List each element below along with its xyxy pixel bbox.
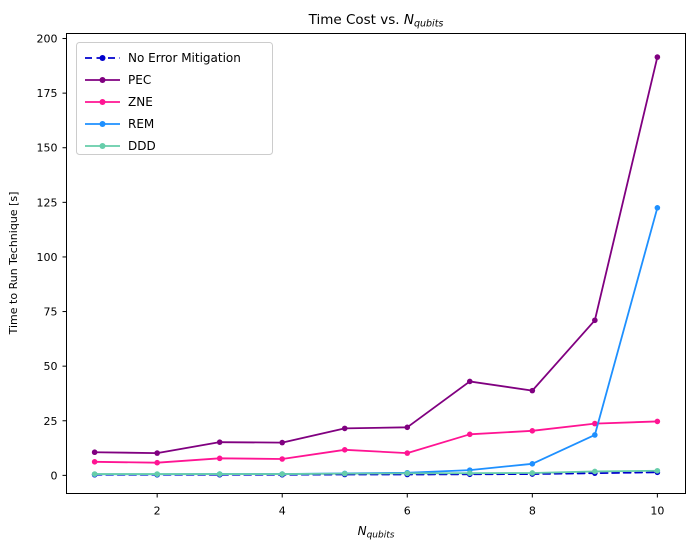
data-point-ddd xyxy=(341,470,348,477)
chart-title-var: N xyxy=(404,12,414,28)
data-point-rem xyxy=(592,432,598,438)
legend-marker-rem xyxy=(99,121,106,127)
series-ddd xyxy=(91,467,661,477)
data-point-ddd xyxy=(529,470,536,476)
legend-item-zne: ZNE xyxy=(85,95,153,109)
data-point-pec xyxy=(91,449,98,456)
y-axis-ticks: 0 25 50 75 100 125 150 175 200 xyxy=(37,33,67,482)
legend-label-no-error-mitigation: No Error Mitigation xyxy=(128,51,241,65)
data-point-pec xyxy=(404,424,411,431)
data-point-ddd xyxy=(404,470,411,477)
data-point-zne xyxy=(404,450,411,456)
data-point-zne xyxy=(341,447,348,453)
x-tick-label: 8 xyxy=(529,505,536,518)
series-pec xyxy=(91,54,661,456)
legend-marker-zne xyxy=(99,99,106,105)
legend-item-ddd: DDD xyxy=(85,139,156,153)
data-point-zne xyxy=(91,459,98,465)
series-line-zne xyxy=(93,420,659,464)
series-lines xyxy=(91,54,661,478)
x-tick-label: 10 xyxy=(650,505,664,518)
y-axis-label: Time to Run Technique [s] xyxy=(7,192,20,336)
data-point-pec xyxy=(216,439,223,445)
data-point-zne xyxy=(529,428,536,434)
legend: No Error Mitigation PEC ZNE REM DDD xyxy=(76,42,273,155)
data-point-ddd xyxy=(279,471,286,477)
legend-label-pec: PEC xyxy=(128,73,151,87)
legend-box xyxy=(76,42,273,155)
series-line-pec xyxy=(93,56,659,454)
chart-title-prefix: Time Cost vs. xyxy=(308,12,404,28)
series-line-ddd xyxy=(93,469,659,475)
legend-marker-ddd xyxy=(99,143,106,149)
data-point-zne xyxy=(466,431,473,438)
y-tick-label: 75 xyxy=(44,306,58,319)
chart-title: Time Cost vs. Nqubits xyxy=(308,12,444,30)
data-point-ddd xyxy=(654,467,661,474)
legend-marker-no-error-mitigation xyxy=(99,55,106,61)
y-tick-label: 0 xyxy=(51,469,58,482)
chart-title-sub: qubits xyxy=(414,19,443,30)
legend-label-zne: ZNE xyxy=(128,95,153,109)
x-axis-label-var: N xyxy=(358,524,367,538)
x-axis-label: Nqubits xyxy=(358,524,395,541)
data-point-zne xyxy=(592,420,598,427)
legend-item-rem: REM xyxy=(85,117,154,131)
data-point-pec xyxy=(654,54,661,60)
data-point-rem xyxy=(529,460,536,467)
x-tick-label: 4 xyxy=(279,505,286,518)
data-point-pec xyxy=(154,450,160,456)
legend-item-pec: PEC xyxy=(85,73,151,87)
data-point-pec xyxy=(466,378,473,385)
data-point-zne xyxy=(654,418,661,425)
x-tick-label: 2 xyxy=(154,505,161,518)
y-tick-label: 175 xyxy=(37,87,58,100)
y-tick-label: 50 xyxy=(44,360,58,373)
legend-item-no-error-mitigation: No Error Mitigation xyxy=(85,51,241,65)
y-tick-label: 125 xyxy=(37,196,58,209)
data-point-zne xyxy=(154,459,160,466)
legend-label-ddd: DDD xyxy=(128,139,156,153)
legend-label-rem: REM xyxy=(128,117,154,131)
data-point-rem xyxy=(654,205,661,211)
x-axis-label-sub: qubits xyxy=(367,531,395,541)
data-point-ddd xyxy=(154,471,160,477)
y-tick-label: 100 xyxy=(37,251,58,264)
data-point-ddd xyxy=(592,468,598,475)
data-point-zne xyxy=(279,456,286,462)
data-point-ddd xyxy=(466,470,473,476)
data-point-pec xyxy=(279,439,286,446)
y-tick-label: 150 xyxy=(37,142,58,155)
data-point-zne xyxy=(216,455,223,462)
data-point-pec xyxy=(341,425,348,432)
x-tick-label: 6 xyxy=(404,505,411,518)
data-point-ddd xyxy=(91,471,98,477)
x-axis-ticks: 2 4 6 8 10 xyxy=(154,493,664,518)
y-tick-label: 25 xyxy=(44,415,58,428)
data-point-ddd xyxy=(216,471,223,477)
legend-marker-pec xyxy=(99,77,106,83)
y-tick-label: 200 xyxy=(37,33,58,46)
series-zne xyxy=(91,418,661,466)
data-point-pec xyxy=(592,317,598,324)
data-point-pec xyxy=(529,387,536,394)
